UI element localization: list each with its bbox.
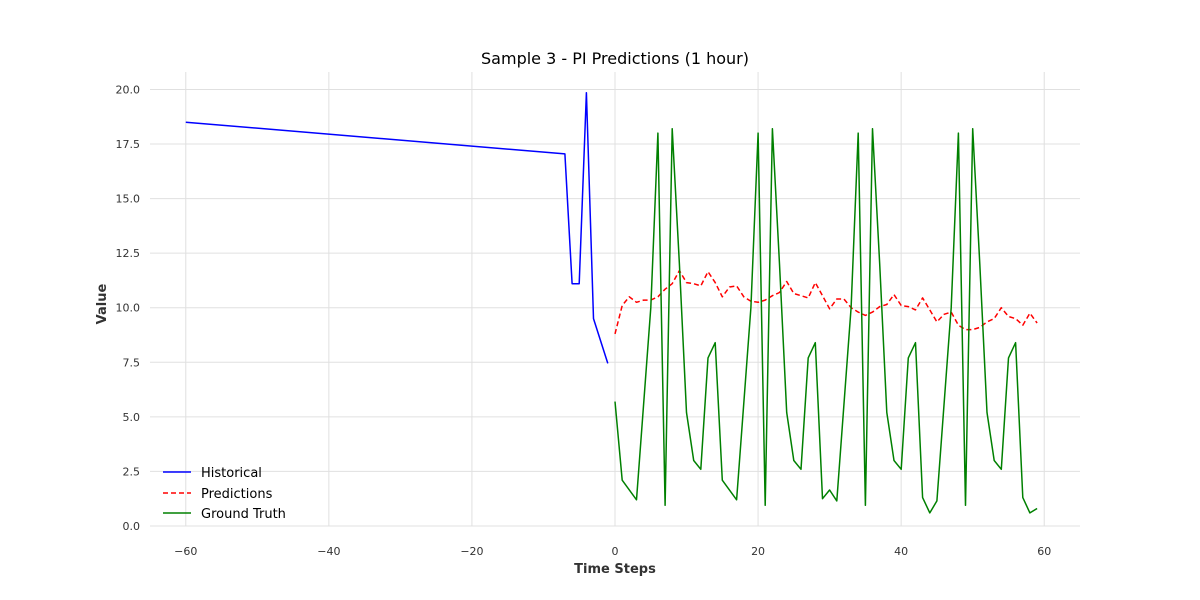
chart-title: Sample 3 - PI Predictions (1 hour) bbox=[481, 49, 749, 68]
y-axis-label: Value bbox=[95, 283, 110, 324]
y-tick-label: 10.0 bbox=[116, 302, 141, 315]
x-tick-label: 40 bbox=[894, 545, 908, 558]
y-tick-label: 12.5 bbox=[116, 247, 141, 260]
series-line-predictions bbox=[614, 269, 1038, 335]
grid bbox=[150, 72, 1080, 527]
x-tick-label: 0 bbox=[612, 545, 619, 558]
y-tick-label: 15.0 bbox=[116, 193, 141, 206]
x-tick-label: 60 bbox=[1037, 545, 1051, 558]
x-tick-label: −40 bbox=[317, 545, 340, 558]
y-tick-label: 0.0 bbox=[123, 520, 141, 533]
legend: Historical Predictions Ground Truth bbox=[163, 466, 286, 522]
x-tick-label: −20 bbox=[460, 545, 483, 558]
y-tick-label: 5.0 bbox=[123, 411, 141, 424]
y-tick-labels: 0.0 2.5 5.0 7.5 10.0 12.5 15.0 17.5 20.0 bbox=[116, 83, 141, 533]
y-tick-label: 7.5 bbox=[123, 356, 141, 369]
legend-label-historical: Historical bbox=[201, 466, 262, 481]
legend-label-ground-truth: Ground Truth bbox=[201, 507, 286, 522]
x-tick-labels: −60 −40 −20 0 20 40 60 bbox=[174, 545, 1051, 558]
series-line-ground-truth bbox=[614, 128, 1038, 514]
y-tick-label: 17.5 bbox=[116, 138, 141, 151]
y-tick-label: 2.5 bbox=[123, 465, 141, 478]
series-line-historical bbox=[185, 91, 609, 364]
x-tick-label: 20 bbox=[751, 545, 765, 558]
x-tick-label: −60 bbox=[174, 545, 197, 558]
legend-label-predictions: Predictions bbox=[201, 487, 273, 502]
series-lines bbox=[185, 91, 1038, 514]
y-tick-label: 20.0 bbox=[116, 83, 141, 96]
x-axis-label: Time Steps bbox=[574, 562, 656, 577]
